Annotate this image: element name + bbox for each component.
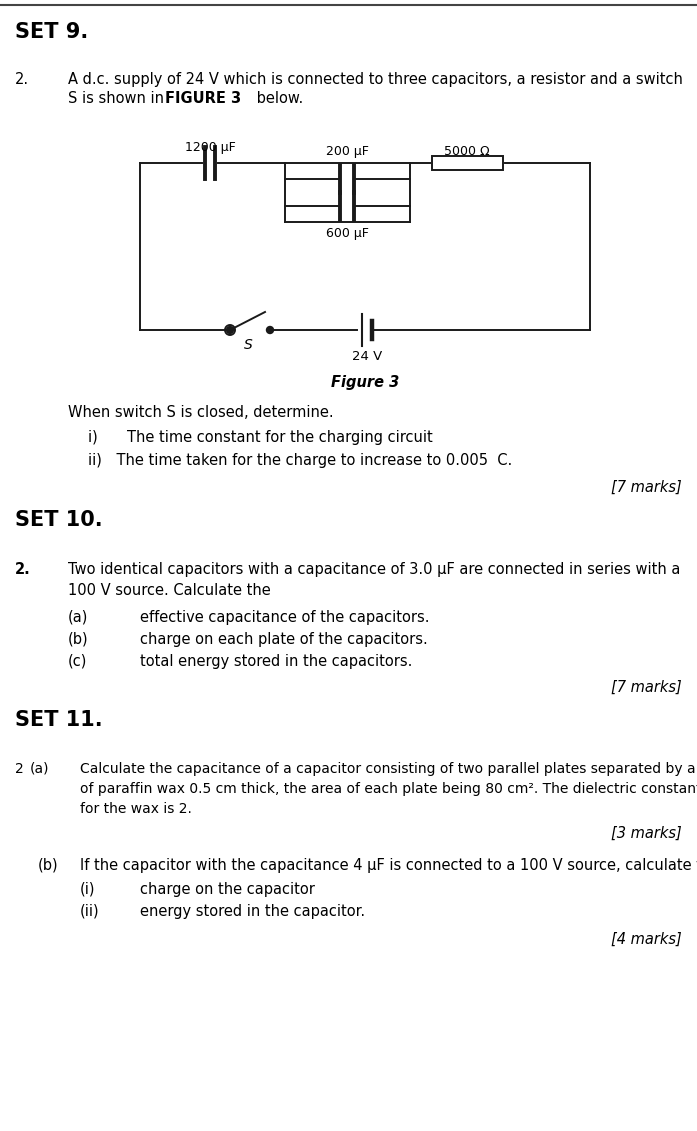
Text: SET 10.: SET 10. (15, 510, 102, 530)
Text: charge on each plate of the capacitors.: charge on each plate of the capacitors. (140, 632, 428, 647)
Text: If the capacitor with the capacitance 4 μF is connected to a 100 V source, calcu: If the capacitor with the capacitance 4 … (80, 858, 697, 873)
Text: (i): (i) (80, 882, 95, 897)
Text: Two identical capacitors with a capacitance of 3.0 μF are connected in series wi: Two identical capacitors with a capacita… (68, 562, 680, 577)
Text: total energy stored in the capacitors.: total energy stored in the capacitors. (140, 654, 413, 670)
Text: for the wax is 2.: for the wax is 2. (80, 802, 192, 815)
Text: of paraffin wax 0.5 cm thick, the area of each plate being 80 cm². The dielectri: of paraffin wax 0.5 cm thick, the area o… (80, 782, 697, 796)
Text: 2.: 2. (15, 562, 31, 577)
Text: Calculate the capacitance of a capacitor consisting of two parallel plates separ: Calculate the capacitance of a capacitor… (80, 762, 697, 776)
Circle shape (266, 327, 273, 334)
Text: 1200 μF: 1200 μF (185, 141, 236, 154)
Text: below.: below. (252, 90, 303, 106)
Text: (b): (b) (68, 632, 89, 647)
Text: energy stored in the capacitor.: energy stored in the capacitor. (140, 904, 365, 920)
Text: [4 marks]: [4 marks] (611, 932, 682, 947)
Bar (432, 156, 503, 170)
Text: 200 μF: 200 μF (325, 145, 369, 158)
Text: A d.c. supply of 24 V which is connected to three capacitors, a resistor and a s: A d.c. supply of 24 V which is connected… (68, 72, 683, 87)
Text: 5000 Ω: 5000 Ω (444, 145, 490, 158)
Text: 600 μF: 600 μF (325, 227, 369, 240)
Text: (a): (a) (68, 610, 89, 625)
Text: 2.: 2. (15, 72, 29, 87)
Text: (b): (b) (38, 858, 59, 873)
Text: charge on the capacitor: charge on the capacitor (140, 882, 315, 897)
Text: (a): (a) (30, 762, 49, 776)
Text: FIGURE 3: FIGURE 3 (165, 90, 241, 106)
Text: i)  The time constant for the charging circuit: i) The time constant for the charging ci… (88, 430, 433, 444)
Text: S: S (244, 338, 252, 352)
Text: SET 9.: SET 9. (15, 21, 89, 42)
Text: (ii): (ii) (80, 904, 100, 920)
Text: (c): (c) (68, 654, 87, 670)
Text: S is shown in: S is shown in (68, 90, 169, 106)
Text: ii) The time taken for the charge to increase to 0.005  C.: ii) The time taken for the charge to inc… (88, 454, 512, 468)
Circle shape (227, 327, 233, 334)
Text: 100 V source. Calculate the: 100 V source. Calculate the (68, 582, 270, 598)
Text: 24 V: 24 V (352, 349, 382, 363)
Text: When switch S is closed, determine.: When switch S is closed, determine. (68, 405, 334, 420)
Text: 2: 2 (15, 762, 24, 776)
Text: [7 marks]: [7 marks] (611, 480, 682, 495)
Text: effective capacitance of the capacitors.: effective capacitance of the capacitors. (140, 610, 429, 625)
Text: SET 11.: SET 11. (15, 710, 102, 729)
Text: Figure 3: Figure 3 (331, 375, 399, 390)
Text: [7 marks]: [7 marks] (611, 680, 682, 696)
Text: [3 marks]: [3 marks] (611, 826, 682, 841)
